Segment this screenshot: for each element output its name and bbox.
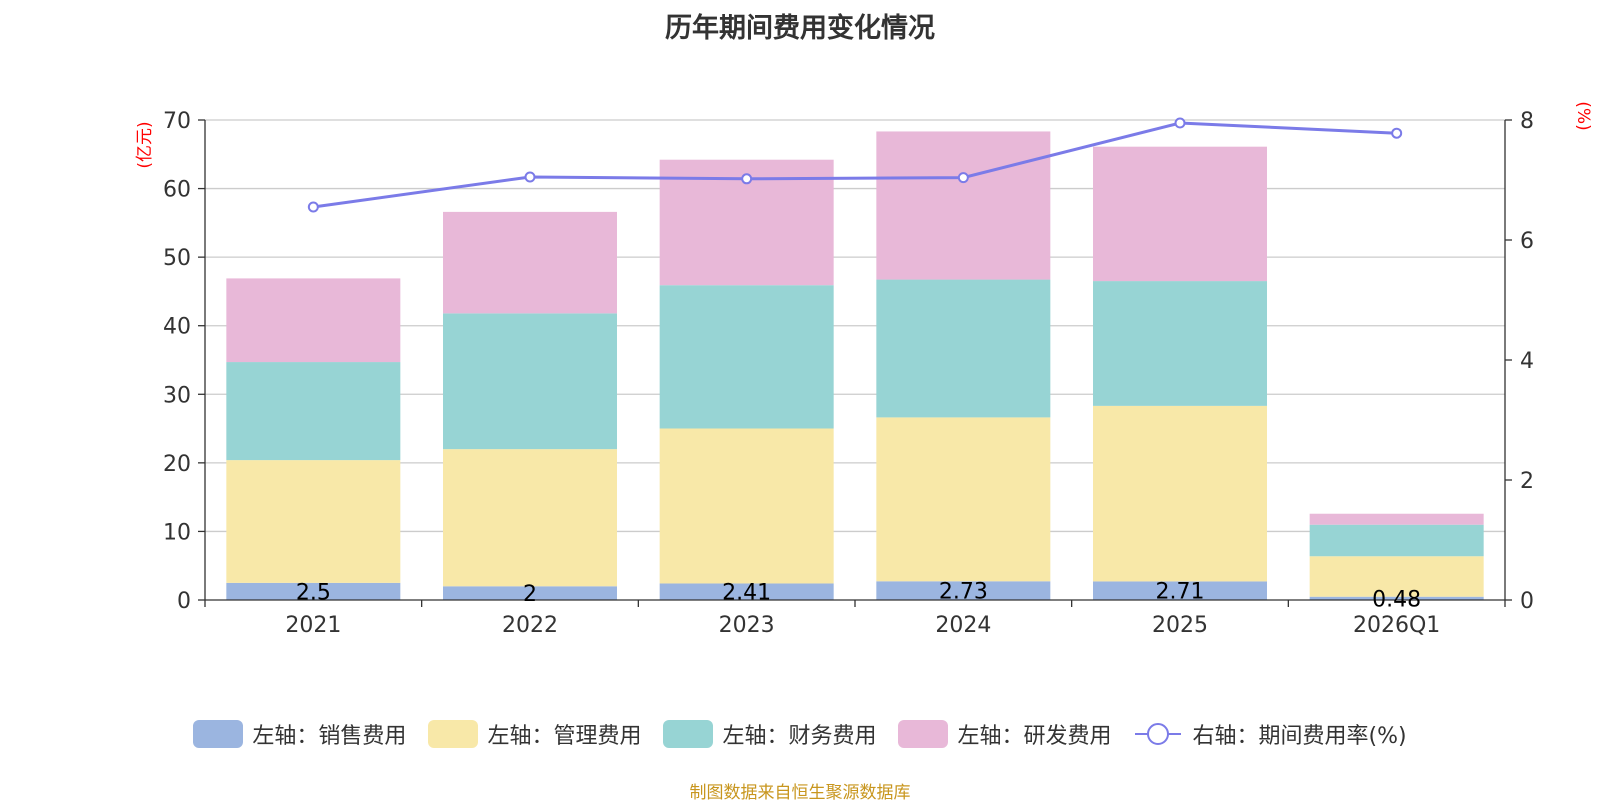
legend-label: 左轴：研发费用 xyxy=(957,724,1112,749)
bar-segment xyxy=(876,581,1051,600)
left-axis-unit: (亿元) xyxy=(135,121,155,168)
left-tick-label: 20 xyxy=(163,452,191,477)
chart-canvas: 0 10 20 30 40 50 60 70 0 2 4 6 8 2021 2022 2023 2024 2025… xyxy=(135,101,1593,638)
left-tick-label: 30 xyxy=(163,383,191,408)
right-tick-label: 6 xyxy=(1520,229,1534,254)
bar-stacks xyxy=(226,131,1484,600)
bar-segment xyxy=(659,583,834,600)
bar-segment xyxy=(443,449,617,587)
right-axis-unit: (%) xyxy=(1573,101,1593,130)
left-tick-label: 0 xyxy=(177,589,191,614)
x-tick-label: 2026Q1 xyxy=(1353,613,1440,638)
bar-segment xyxy=(1309,556,1484,597)
legend-item[interactable]: 左轴：销售费用 xyxy=(193,718,406,750)
legend-swatch xyxy=(663,720,714,748)
bar-segment xyxy=(1309,596,1484,600)
chart-title: 历年期间费用变化情况 xyxy=(665,13,935,44)
legend-item[interactable]: 左轴：管理费用 xyxy=(428,718,641,750)
bar-value-label: 2.41 xyxy=(722,581,771,606)
left-tick-label: 10 xyxy=(163,520,191,545)
legend-item[interactable]: 左轴：财务费用 xyxy=(663,718,876,750)
bar-segment xyxy=(443,586,617,600)
bar-segment xyxy=(226,278,401,363)
bar-value-label: 2.5 xyxy=(296,580,331,605)
legend-swatch xyxy=(898,720,949,748)
x-tick-label: 2021 xyxy=(285,613,341,638)
rate-point xyxy=(957,172,969,184)
legend-swatch xyxy=(193,720,244,748)
bar-segment xyxy=(659,428,834,584)
legend: 左轴：销售费用 左轴：管理费用 左轴：财务费用 左轴：研发费用 右轴：期间费用率(%) xyxy=(0,718,1600,750)
legend-line-icon xyxy=(1135,723,1182,745)
left-tick-label: 50 xyxy=(163,246,191,271)
bar-value-label: 2.71 xyxy=(1156,580,1205,605)
bar-segment xyxy=(443,211,617,314)
bar-segment xyxy=(1309,513,1484,525)
legend-label: 右轴：期间费用率(%) xyxy=(1192,724,1407,749)
gridlines xyxy=(205,119,1505,533)
left-tick-label: 60 xyxy=(163,178,191,203)
left-tick-label: 70 xyxy=(163,109,191,134)
right-tick-label: 4 xyxy=(1520,349,1534,374)
legend-label: 左轴：销售费用 xyxy=(252,724,407,749)
bar-value-label: 2 xyxy=(523,582,537,607)
rate-point xyxy=(1174,117,1186,129)
data-source-note: 制图数据来自恒生聚源数据库 xyxy=(689,783,911,803)
legend-label: 左轴：管理费用 xyxy=(487,724,642,749)
rate-line-path xyxy=(313,121,1397,209)
bar-value-label: 2.73 xyxy=(939,580,988,605)
bar-segment xyxy=(226,460,401,583)
x-tick-label: 2023 xyxy=(719,613,775,638)
right-tick-label: 0 xyxy=(1520,589,1534,614)
legend-swatch xyxy=(428,720,479,748)
bar-segment xyxy=(1093,581,1267,600)
bar-segment xyxy=(226,362,401,461)
bar-value-labels: 2.5 2 2.41 2.73 2.71 0.48 xyxy=(296,580,1421,613)
x-tick-label: 2024 xyxy=(935,613,991,638)
bar-segment xyxy=(876,131,1051,280)
x-tick-label: 2025 xyxy=(1152,613,1208,638)
bar-segment xyxy=(1093,405,1267,582)
legend-item[interactable]: 右轴：期间费用率(%) xyxy=(1133,718,1407,750)
rate-point xyxy=(741,173,753,185)
bar-segment xyxy=(1093,146,1267,282)
rate-point xyxy=(1391,127,1403,139)
rate-point xyxy=(307,201,319,213)
bar-segment xyxy=(876,417,1051,582)
x-tick-label: 2022 xyxy=(502,613,558,638)
bar-value-label: 0.48 xyxy=(1372,587,1421,612)
right-tick-label: 8 xyxy=(1520,109,1534,134)
bar-segment xyxy=(1093,281,1267,406)
legend-item[interactable]: 左轴：研发费用 xyxy=(898,718,1111,750)
bar-segment xyxy=(876,279,1051,418)
rate-point xyxy=(524,171,536,183)
bar-segment xyxy=(659,285,834,429)
legend-label: 左轴：财务费用 xyxy=(722,724,877,749)
axes: 0 10 20 30 40 50 60 70 0 2 4 6 8 2021 2022 2023 2024 2025… xyxy=(163,109,1534,638)
bar-segment xyxy=(443,313,617,450)
rate-line xyxy=(307,117,1403,213)
left-tick-label: 40 xyxy=(163,315,191,340)
bar-segment xyxy=(1309,524,1484,557)
bar-segment xyxy=(226,582,401,600)
right-tick-label: 2 xyxy=(1520,469,1534,494)
